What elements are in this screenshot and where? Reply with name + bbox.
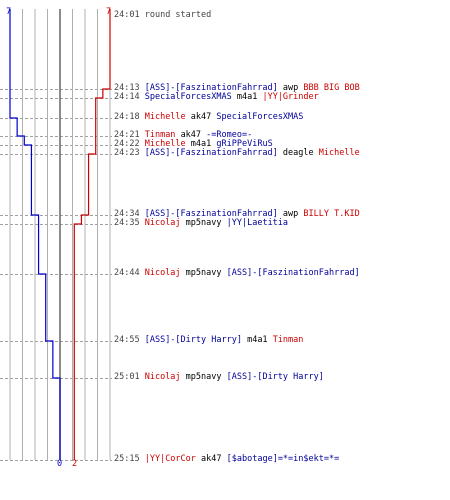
event-row: 24:01 round started: [114, 11, 211, 20]
event-time: 24:34: [114, 209, 140, 219]
event-time: 25:01: [114, 372, 140, 382]
grid: [9, 9, 111, 460]
victim-name: [ASS]-[FaszinationFahrrad]: [226, 268, 360, 278]
event-row: 24:55 [ASS]-[Dirty Harry] m4a1 Tinman: [114, 336, 303, 345]
event-time: 24:18: [114, 112, 140, 122]
victim-name: SpecialForcesXMAS: [216, 112, 304, 122]
killer-name: |YY|CorCor: [144, 454, 196, 464]
victim-name: [ASS]-[Dirty Harry]: [226, 372, 324, 382]
event-note: round started: [144, 10, 212, 20]
weapon-name: ak47: [180, 130, 202, 140]
red-start-score: 7: [106, 7, 112, 17]
victim-name: -=Romeo=-: [206, 130, 253, 140]
weapon-name: ak47: [201, 454, 222, 464]
killer-name: [ASS]-[FaszinationFahrrad]: [144, 83, 278, 93]
victim-name: |YY|Laetitia: [226, 218, 289, 228]
weapon-name: mp5navy: [185, 268, 222, 278]
blue-team-line: [9, 9, 61, 460]
killer-name: Nicolaj: [144, 372, 181, 382]
score-lines: [9, 9, 111, 460]
killer-name: [ASS]-[Dirty Harry]: [144, 335, 242, 345]
event-row: 25:15 |YY|CorCor ak47 [$abotage]=*=in$ek…: [114, 455, 339, 464]
red-team-line: [73, 9, 111, 460]
killer-name: SpecialForcesXMAS: [144, 92, 232, 102]
event-row: 24:22 Michelle m4a1 gRiPPeViRuS: [114, 140, 273, 149]
event-time: 24:35: [114, 218, 140, 228]
event-row: 24:35 Nicolaj mp5navy |YY|Laetitia: [114, 219, 288, 228]
event-time: 25:15: [114, 454, 140, 464]
victim-name: BBB BIG BOB: [303, 83, 360, 93]
event-time: 24:21: [114, 130, 140, 140]
killer-name: Michelle: [144, 139, 186, 149]
event-row: 24:21 Tinman ak47 -=Romeo=-: [114, 131, 252, 140]
killer-name: Nicolaj: [144, 268, 181, 278]
victim-name: BILLY T.KID: [303, 209, 360, 219]
event-time: 24:13: [114, 83, 140, 93]
weapon-name: awp: [282, 209, 299, 219]
event-time: 24:23: [114, 148, 140, 158]
weapon-name: m4a1: [236, 92, 258, 102]
event-row: 24:44 Nicolaj mp5navy [ASS]-[Faszination…: [114, 269, 360, 278]
weapon-name: mp5navy: [185, 372, 222, 382]
victim-name: Michelle: [318, 148, 360, 158]
weapon-name: mp5navy: [185, 218, 222, 228]
event-time: 24:55: [114, 335, 140, 345]
event-row: 24:13 [ASS]-[FaszinationFahrrad] awp BBB…: [114, 84, 360, 93]
blue-start-score: 7: [6, 7, 12, 17]
event-time: 24:22: [114, 139, 140, 149]
event-time: 24:01: [114, 10, 140, 20]
victim-name: Tinman: [272, 335, 304, 345]
event-row: 24:14 SpecialForcesXMAS m4a1 |YY|Grinder: [114, 93, 319, 102]
blue-end-score: 0: [57, 459, 63, 469]
weapon-name: m4a1: [247, 335, 268, 345]
weapon-name: m4a1: [190, 139, 212, 149]
killer-name: Nicolaj: [144, 218, 181, 228]
victim-name: |YY|Grinder: [262, 92, 319, 102]
killer-name: [ASS]-[FaszinationFahrrad]: [144, 209, 278, 219]
event-row: 24:34 [ASS]-[FaszinationFahrrad] awp BIL…: [114, 210, 360, 219]
event-row: 25:01 Nicolaj mp5navy [ASS]-[Dirty Harry…: [114, 373, 324, 382]
victim-name: gRiPPeViRuS: [216, 139, 273, 149]
killer-name: [ASS]-[FaszinationFahrrad]: [144, 148, 278, 158]
killer-name: Michelle: [144, 112, 186, 122]
weapon-name: ak47: [190, 112, 212, 122]
event-row: 24:23 [ASS]-[FaszinationFahrrad] deagle …: [114, 149, 360, 158]
red-end-score: 2: [72, 459, 78, 469]
weapon-name: deagle: [282, 148, 314, 158]
victim-name: [$abotage]=*=in$ekt=*=: [226, 454, 340, 464]
event-time: 24:44: [114, 268, 140, 278]
event-time: 24:14: [114, 92, 140, 102]
weapon-name: awp: [282, 83, 299, 93]
event-row: 24:18 Michelle ak47 SpecialForcesXMAS: [114, 113, 303, 122]
killer-name: Tinman: [144, 130, 176, 140]
